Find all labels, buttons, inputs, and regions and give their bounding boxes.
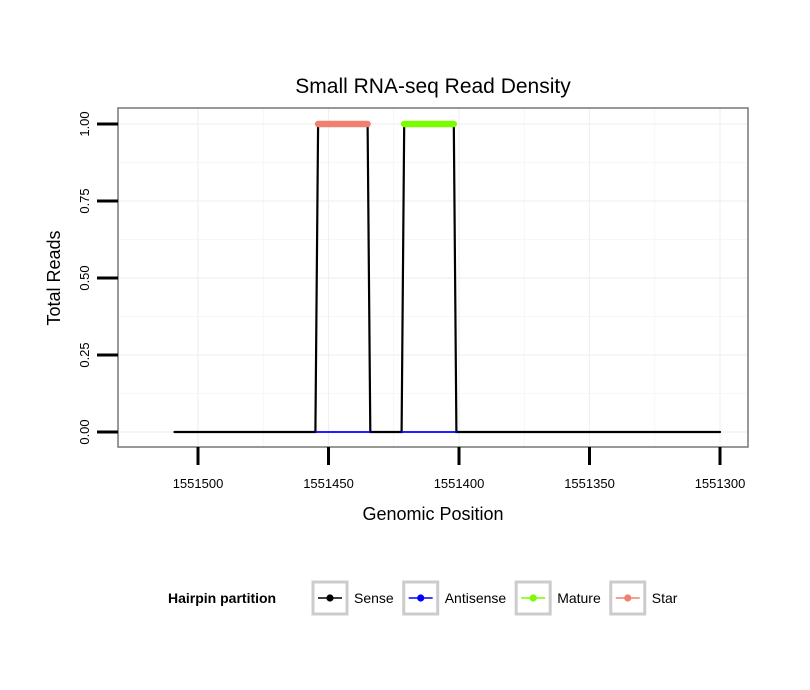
x-tick-label: 1551500: [173, 476, 224, 491]
y-tick-label: 1.00: [77, 111, 92, 136]
chart-title: Small RNA-seq Read Density: [295, 75, 571, 98]
series-layer: [173, 120, 722, 434]
gridlines: [118, 108, 748, 447]
x-axis-title: Genomic Position: [362, 504, 503, 524]
y-tick-label: 0.50: [77, 265, 92, 290]
legend: Hairpin partition Sense Antisense Mature St…: [168, 580, 678, 616]
y-tick-label: 0.25: [77, 342, 92, 367]
y-tick-label: 0.00: [77, 419, 92, 444]
x-tick-label: 1551450: [303, 476, 354, 491]
legend-label: Antisense: [445, 590, 507, 606]
legend-title: Hairpin partition: [168, 590, 276, 606]
legend-key-point: [624, 594, 632, 602]
series-sense-line: [173, 122, 722, 434]
legend-item-sense: Sense: [311, 580, 394, 616]
y-tick-label: 0.75: [77, 188, 92, 213]
legend-label: Star: [652, 590, 678, 606]
x-axis: 1551500 1551450 1551400 1551350 1551300: [173, 447, 746, 491]
legend-label: Sense: [354, 590, 394, 606]
y-axis: 0.00 0.25 0.50 0.75 1.00: [77, 111, 118, 445]
y-axis-title: Total Reads: [44, 230, 64, 325]
x-tick-label: 1551350: [564, 476, 615, 491]
legend-item-star: Star: [609, 580, 678, 616]
x-tick-label: 1551300: [695, 476, 746, 491]
legend-item-antisense: Antisense: [402, 580, 507, 616]
legend-key-point: [326, 594, 334, 602]
x-tick-label: 1551400: [434, 476, 485, 491]
legend-key-point: [417, 594, 425, 602]
legend-label: Mature: [557, 590, 601, 606]
legend-items: Sense Antisense Mature Star: [311, 580, 678, 616]
legend-item-mature: Mature: [514, 580, 601, 616]
legend-key-point: [529, 594, 537, 602]
